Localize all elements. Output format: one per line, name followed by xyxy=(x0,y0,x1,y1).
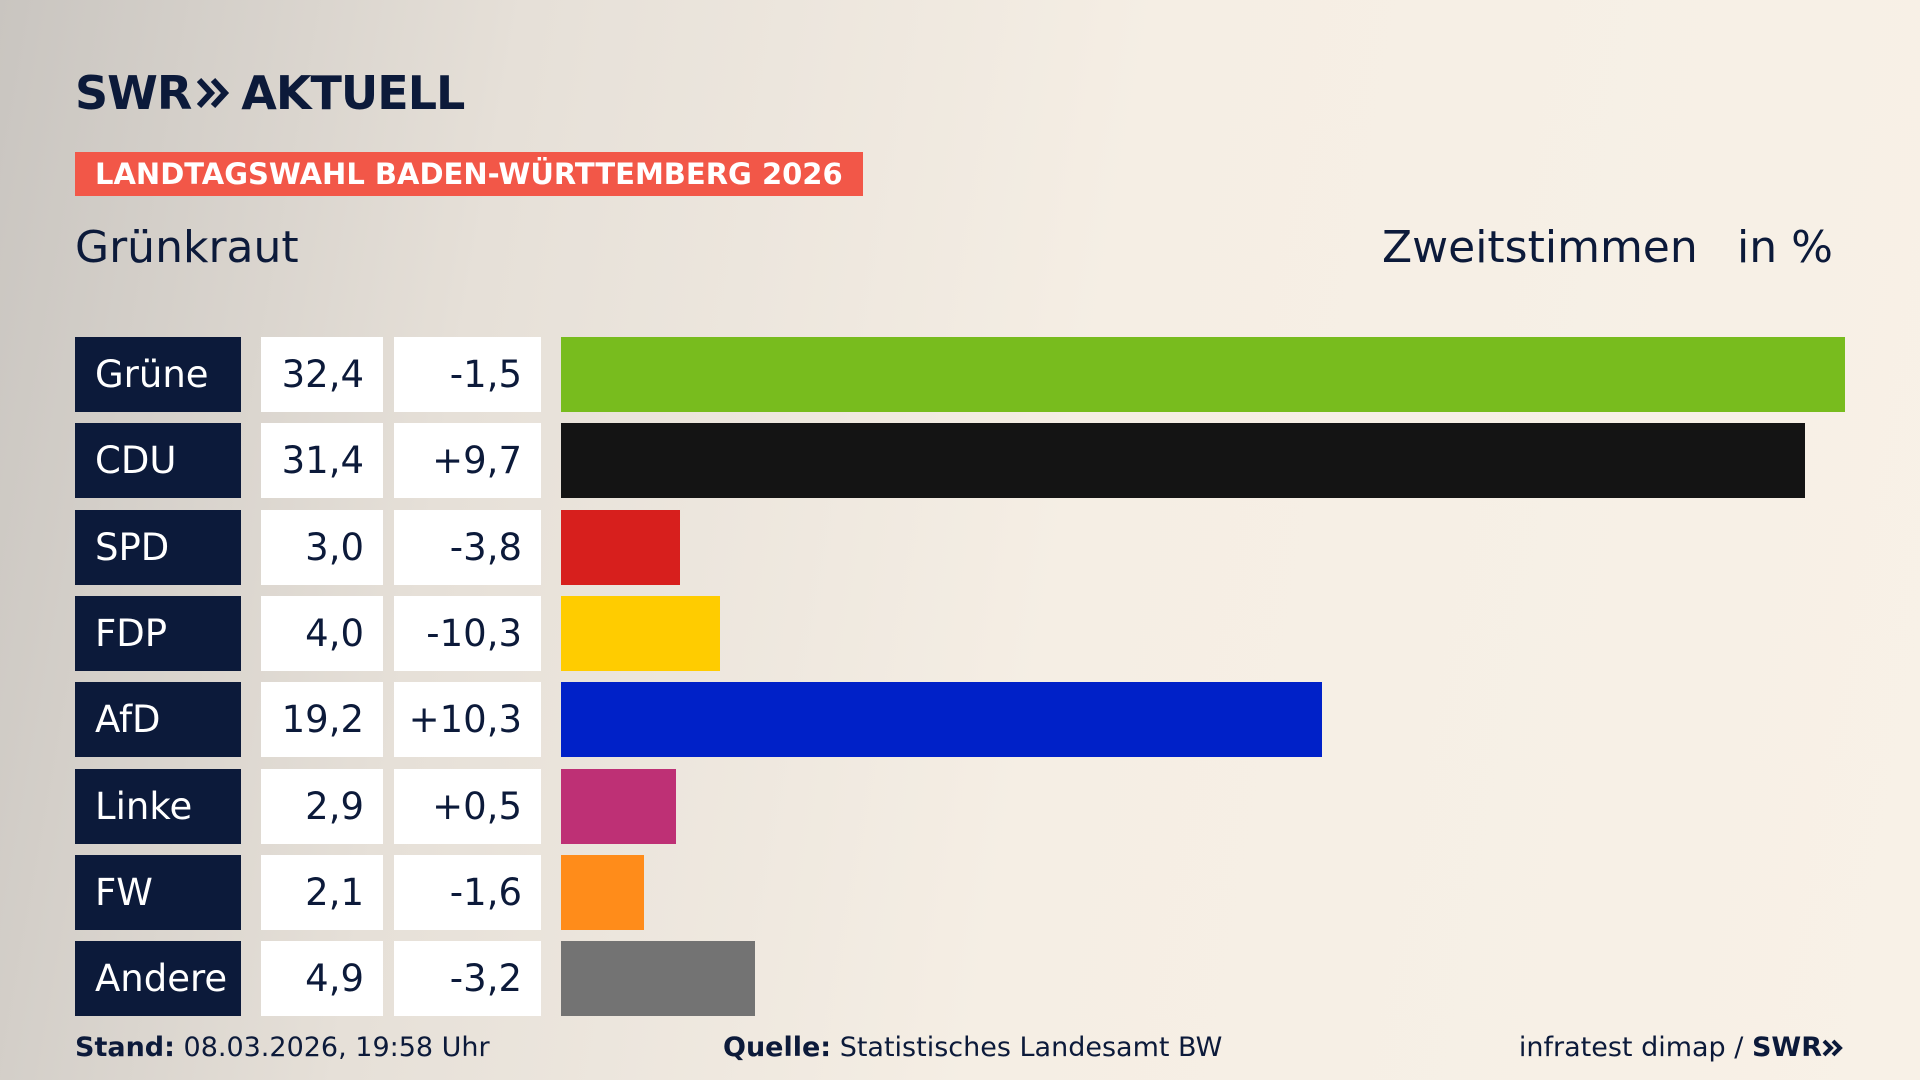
logo-brand: SWR xyxy=(75,66,192,120)
value-label: 31,4 xyxy=(261,423,383,499)
measure: Zweitstimmen xyxy=(1382,222,1698,273)
stand-value: 08.03.2026, 19:58 Uhr xyxy=(183,1032,490,1063)
change-label: +9,7 xyxy=(394,423,541,499)
bar xyxy=(561,768,676,844)
change-label: -3,2 xyxy=(394,941,541,1017)
bar xyxy=(561,337,1845,412)
value-label: 2,9 xyxy=(261,768,383,844)
bar xyxy=(561,854,645,930)
change-label: +10,3 xyxy=(394,682,541,758)
credit: infratest dimap / SWR xyxy=(1519,1032,1844,1063)
logo-product: AKTUELL xyxy=(241,66,465,120)
value-label: 4,9 xyxy=(261,941,383,1017)
change-label: +0,5 xyxy=(394,768,541,844)
logo: SWR AKTUELL xyxy=(75,66,465,120)
party-label: SPD xyxy=(75,509,241,585)
party-label: Andere xyxy=(75,941,241,1017)
source: Quelle: Statistisches Landesamt BW xyxy=(723,1032,1222,1063)
party-label: AfD xyxy=(75,682,241,758)
bar xyxy=(561,423,1806,499)
credit-brand: SWR xyxy=(1751,1032,1822,1063)
bar xyxy=(561,595,720,671)
credit-chevrons xyxy=(1822,1039,1843,1056)
chart-title: Grünkraut xyxy=(75,222,299,273)
source-value: Statistisches Landesamt BW xyxy=(839,1032,1223,1063)
source-label: Quelle: xyxy=(723,1032,832,1063)
value-label: 2,1 xyxy=(261,854,383,930)
value-label: 19,2 xyxy=(261,682,383,758)
badge: LANDTAGSWAHL BADEN-WÜRTTEMBERG 2026 xyxy=(75,152,863,196)
party-label: FDP xyxy=(75,595,241,671)
credit-text: infratest dimap / xyxy=(1518,1032,1752,1063)
party-label: CDU xyxy=(75,423,241,499)
party-label: Linke xyxy=(75,768,241,844)
value-label: 3,0 xyxy=(261,509,383,585)
bar xyxy=(561,682,1322,758)
change-label: -1,6 xyxy=(394,854,541,930)
stand: Stand: 08.03.2026, 19:58 Uhr xyxy=(75,1032,490,1063)
party-label: Grüne xyxy=(75,337,241,412)
change-label: -1,5 xyxy=(394,337,541,412)
bar xyxy=(561,941,756,1017)
value-label: 32,4 xyxy=(261,337,383,412)
bar xyxy=(561,509,680,585)
change-label: -3,8 xyxy=(394,509,541,585)
change-label: -10,3 xyxy=(394,595,541,671)
unit: in % xyxy=(1737,222,1833,273)
logo-chevrons xyxy=(197,77,230,109)
value-label: 4,0 xyxy=(261,595,383,671)
stand-label: Stand: xyxy=(75,1032,175,1063)
party-label: FW xyxy=(75,854,241,930)
